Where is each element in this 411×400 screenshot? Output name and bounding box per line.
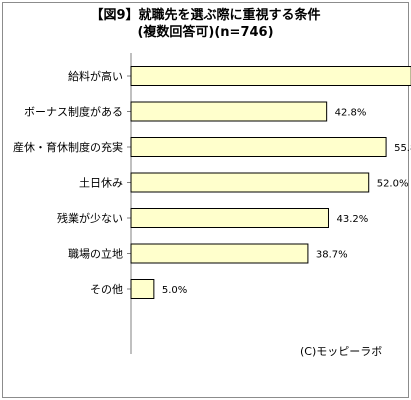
bar	[130, 208, 329, 228]
category-label: 職場の立地	[68, 247, 123, 261]
data-label: 43.2%	[336, 214, 368, 225]
bar	[130, 137, 387, 157]
category-label: 土日休み	[79, 177, 123, 190]
bar	[130, 243, 309, 264]
chart-title: 【図9】就職先を選ぶ際に重視する条件	[90, 8, 321, 23]
copyright-credit: (C)モッピーラボ	[300, 345, 383, 358]
category-label: その他	[90, 283, 123, 296]
bar	[130, 66, 411, 86]
category-label: 残業が少ない	[57, 211, 123, 225]
bar	[130, 279, 155, 299]
data-label: 42.8%	[335, 108, 367, 119]
category-label: 産休・育休制度の充実	[13, 140, 123, 154]
category-label: 給料が高い	[68, 69, 123, 83]
data-label: 55.8%	[394, 143, 411, 154]
bar	[130, 101, 328, 122]
category-label: ボーナス制度がある	[24, 105, 123, 119]
data-label: 52.0%	[377, 179, 409, 190]
bar	[130, 172, 370, 193]
data-label: 38.7%	[316, 250, 348, 261]
chart-subtitle: (複数回答可)(n=746)	[137, 25, 274, 40]
data-label: 5.0%	[162, 285, 187, 296]
